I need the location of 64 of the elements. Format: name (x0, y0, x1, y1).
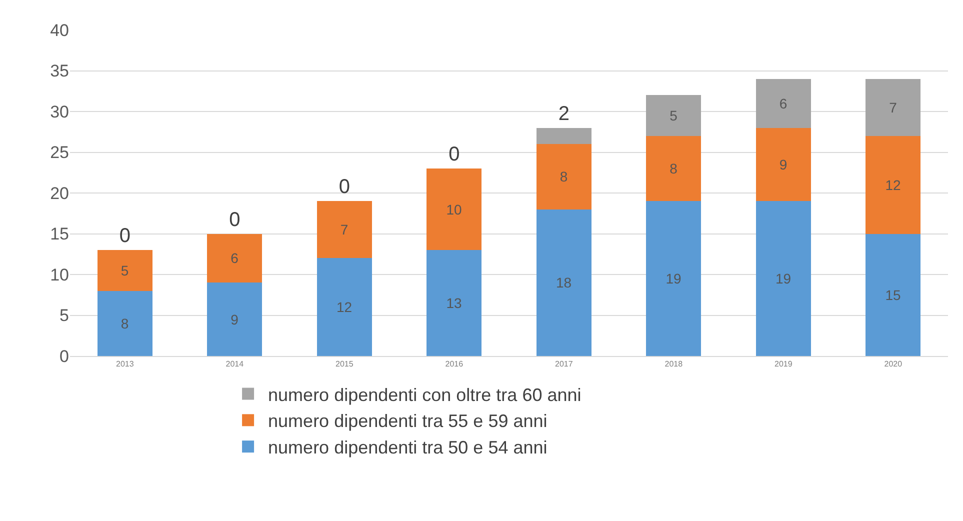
bar (756, 78, 811, 128)
y-tick-label: 30 (50, 102, 69, 122)
x-tick-label: 2015 (335, 360, 354, 369)
data-label: 12 (336, 299, 352, 316)
y-tick-label: 5 (60, 306, 69, 326)
legend-label: numero dipendenti tra 55 e 59 anni (268, 411, 548, 432)
x-tick-label: 2019 (774, 360, 793, 369)
bar (866, 136, 921, 234)
y-tick-label: 10 (50, 265, 69, 284)
data-label: 7 (340, 222, 348, 238)
data-label: 8 (120, 315, 129, 332)
bar (536, 144, 592, 210)
x-tick-label: 2016 (445, 360, 464, 369)
data-label: 6 (779, 95, 788, 112)
data-label: 13 (446, 295, 462, 312)
data-label: 12 (885, 176, 902, 193)
bar (426, 168, 482, 250)
x-tick-label: 2018 (664, 360, 684, 369)
data-label: 5 (120, 262, 129, 278)
bar (97, 290, 152, 356)
bar (536, 128, 592, 144)
bar (316, 201, 372, 258)
y-tick-label: 40 (50, 20, 69, 40)
data-label: 7 (889, 99, 898, 116)
data-label: 2 (558, 102, 570, 125)
bar (426, 250, 482, 356)
y-tick-label: 20 (50, 184, 69, 203)
bar (97, 250, 152, 291)
y-tick-label: 0 (60, 346, 69, 366)
x-tick-label: 2014 (226, 360, 244, 369)
data-label: 18 (556, 274, 572, 291)
data-label: 10 (446, 201, 462, 218)
bar (207, 234, 262, 283)
y-tick-label: 25 (50, 143, 69, 162)
data-label: 19 (775, 270, 792, 287)
y-tick-label: 35 (50, 62, 69, 81)
x-tick-label: 2013 (116, 360, 134, 369)
bar (756, 201, 811, 356)
data-label: 0 (229, 208, 240, 231)
y-tick-label: 15 (50, 224, 69, 244)
data-label: 0 (338, 176, 350, 198)
legend-label: numero dipendenti tra 50 e 54 anni (268, 438, 548, 458)
legend-label: numero dipendenti con oltre tra 60 anni (268, 384, 582, 405)
bar (646, 95, 702, 136)
bar (207, 282, 262, 356)
data-label: 8 (670, 160, 678, 177)
bar (536, 209, 592, 356)
data-label: 0 (119, 225, 130, 248)
data-label: 0 (448, 144, 460, 166)
data-label: 9 (779, 156, 788, 172)
x-tick-label: 2017 (554, 360, 574, 369)
bar (866, 234, 921, 356)
data-label: 15 (885, 286, 902, 303)
bar (866, 78, 921, 136)
bar (756, 128, 811, 202)
data-label: 19 (666, 270, 682, 287)
data-label: 6 (230, 250, 239, 266)
data-label: 9 (230, 311, 239, 328)
bar (646, 201, 702, 356)
data-label: 8 (560, 168, 568, 185)
data-label: 5 (670, 108, 678, 124)
x-tick-label: 2020 (884, 360, 903, 369)
bar (646, 136, 702, 202)
bar (316, 258, 372, 356)
